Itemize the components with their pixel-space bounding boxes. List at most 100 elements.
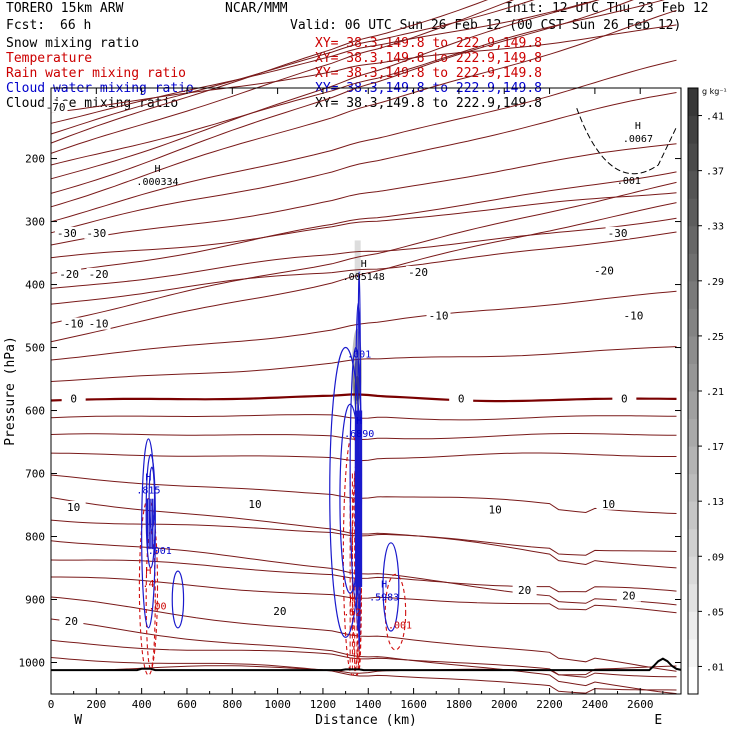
temperature-label: -30 <box>57 227 77 240</box>
colorbar-label: .01 <box>706 662 724 673</box>
maximum-labels: H .000334 H .0067 .001 H .005148 .001 H .6890 H .81… <box>136 121 653 631</box>
x-tick-label: 1200 <box>310 698 337 711</box>
x-tick-label: 2600 <box>627 698 654 711</box>
isotherm-line <box>50 0 489 144</box>
temperature-label: -20 <box>408 266 428 279</box>
x-tick-label: 600 <box>177 698 197 711</box>
colorbar-swatch <box>688 143 698 172</box>
isotherm-line <box>50 452 677 462</box>
isotherm-line <box>50 639 677 678</box>
field-xy-temperature: XY= 38.3,149.8 to 222.9,149.8 <box>315 51 542 66</box>
isotherm-line <box>50 346 677 382</box>
field-xy-rain: XY= 38.3,149.8 to 222.9,149.8 <box>315 66 542 81</box>
colorbar-swatch <box>688 501 698 530</box>
max-marker: H <box>356 416 362 427</box>
x-tick-label: 2400 <box>582 698 609 711</box>
isotherm-line <box>50 59 677 223</box>
colorbar-unit: g kg⁻¹ <box>702 87 727 96</box>
max-value-label: .6890 <box>344 429 374 440</box>
colorbar: .01 .05 .09 .13 .17 .21 .25 .29 .33 .37 .41 <box>687 87 724 695</box>
colorbar-label: .29 <box>706 277 724 288</box>
temperature-label-bg <box>406 265 431 278</box>
field-xy-snow: XY= 38.3,149.8 to 222.9,149.8 <box>315 36 542 51</box>
axes: 0 200 400 600 800 1000 1200 1400 1600 1800 2000 220… <box>19 88 681 711</box>
max-value-label: .52 <box>343 608 361 619</box>
colorbar-swatch <box>688 253 698 282</box>
temperature-label: 10 <box>248 498 261 511</box>
colorbar-swatch <box>688 556 698 585</box>
temperature-label-bg <box>242 497 267 510</box>
y-axis-label: Pressure (hPa) <box>3 336 18 446</box>
colorbar-swatch <box>688 638 698 667</box>
x-tick-label: 200 <box>86 698 106 711</box>
temperature-label: 10 <box>67 501 80 514</box>
temperature-label: -30 <box>86 227 106 240</box>
temperature-label: 20 <box>65 615 78 628</box>
y-tick-label: 900 <box>25 594 45 607</box>
isotherm-line <box>50 231 677 305</box>
isotherm-line <box>50 665 677 676</box>
x-tick-label: 1800 <box>446 698 473 711</box>
max-value-label: .815 <box>136 486 160 497</box>
isotherm-line <box>50 497 677 569</box>
isotherm-line <box>50 202 677 343</box>
max-value-label: .0067 <box>623 134 653 145</box>
x-tick-label: 1000 <box>264 698 291 711</box>
temperature-label: 20 <box>518 584 531 597</box>
y-tick-label: 700 <box>25 468 45 481</box>
colorbar-swatch <box>688 225 698 254</box>
temperature-label-bg <box>512 584 537 597</box>
x-tick-label: 800 <box>222 698 242 711</box>
temperature-label-bg <box>616 589 641 602</box>
forecast-label: Fcst: <box>6 18 46 33</box>
temperature-label-bg <box>61 500 86 513</box>
temperature-label-bg <box>267 604 292 617</box>
temperature-label-bg <box>86 267 111 280</box>
temperature-label-bg <box>57 267 82 280</box>
colorbar-swatch <box>688 446 698 475</box>
colorbar-swatch <box>688 363 698 392</box>
isotherm-line <box>50 0 535 135</box>
y-tick-label: 500 <box>25 342 45 355</box>
isotherm-line <box>50 433 677 441</box>
terrain-line <box>51 657 682 672</box>
colorbar-swatch <box>688 280 698 309</box>
temperature-label: 0 <box>458 393 465 406</box>
max-marker: H <box>635 121 641 132</box>
temperature-label-bg <box>605 226 630 239</box>
temperature-label: -10 <box>89 318 109 331</box>
isotherm-line <box>50 9 677 208</box>
cloud-water-contour <box>382 542 400 632</box>
temperature-label-bg <box>449 392 474 405</box>
x-axis-label: Distance (km) <box>315 713 417 728</box>
field-name-temperature: Temperature <box>6 51 93 66</box>
colorbar-label: .17 <box>706 442 724 453</box>
temperature-label: 10 <box>602 498 615 511</box>
temperature-label-bg <box>43 100 68 113</box>
max-marker: H <box>349 595 355 606</box>
max-marker: H <box>381 580 387 591</box>
y-tick-label: 600 <box>25 405 45 418</box>
temperature-label: 20 <box>273 605 286 618</box>
max-value-label: .4 <box>142 579 154 590</box>
colorbar-label: .41 <box>706 112 724 123</box>
colorbar-swatch <box>688 583 698 612</box>
rain-water-contour <box>138 498 159 676</box>
colorbar-swatch <box>688 88 698 117</box>
colorbar-label: .37 <box>706 167 724 178</box>
temperature-label-bg <box>483 503 508 516</box>
isotherm-line <box>50 192 677 259</box>
colorbar-label: .05 <box>706 607 724 618</box>
x-axis-west-label: W <box>74 713 82 728</box>
isotherm-line <box>50 393 677 403</box>
colorbar-swatch <box>688 115 698 144</box>
x-tick-label: 2000 <box>491 698 518 711</box>
isotherm-line <box>50 519 677 556</box>
y-tick-label: 200 <box>25 153 45 166</box>
temperature-label-bg <box>426 309 451 322</box>
max-value-label: .5983 <box>369 593 399 604</box>
x-tick-label: 1600 <box>400 698 427 711</box>
forecast-value: 66 h <box>60 18 92 33</box>
snow-contour <box>576 107 677 175</box>
isotherm-line <box>50 143 677 246</box>
